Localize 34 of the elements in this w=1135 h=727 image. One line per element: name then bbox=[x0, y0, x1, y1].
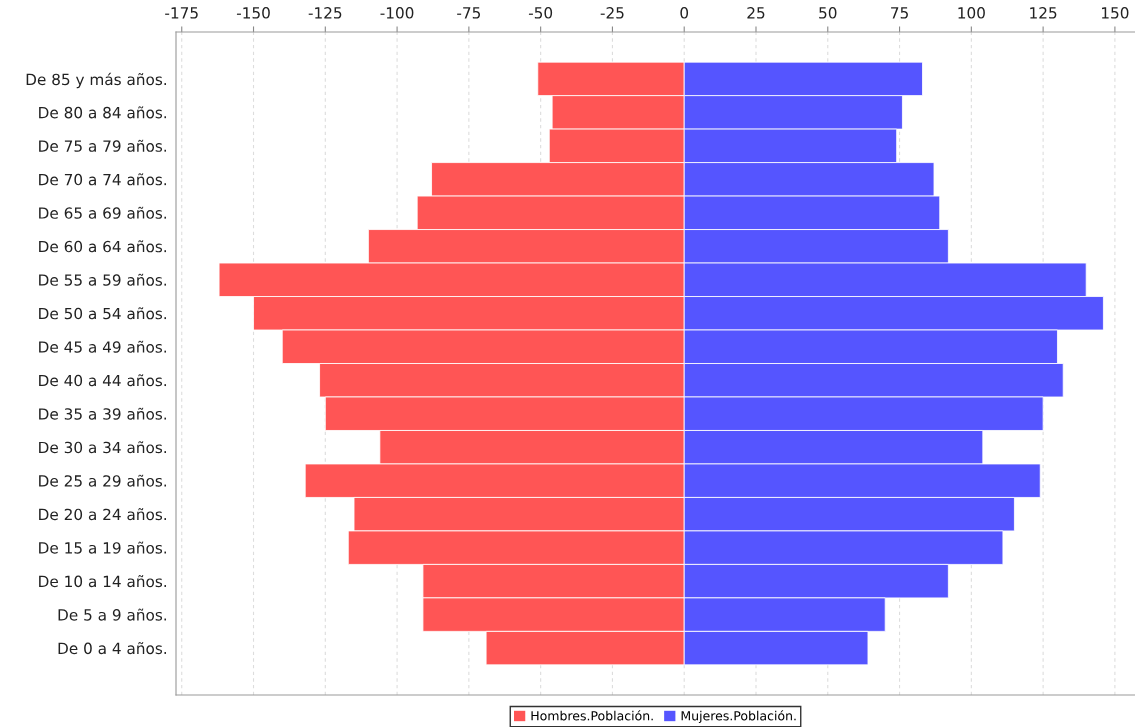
x-tick-label: 150 bbox=[1102, 7, 1129, 19]
x-tick-label: -125 bbox=[308, 7, 342, 19]
x-tick-label: 125 bbox=[1030, 7, 1057, 19]
y-tick-label: De 60 a 64 años. bbox=[39, 240, 167, 253]
x-tick-label: 25 bbox=[747, 7, 765, 19]
y-tick-label: De 30 a 34 años. bbox=[39, 441, 167, 454]
x-tick-label: 100 bbox=[958, 7, 985, 19]
x-tick-label: -150 bbox=[236, 7, 270, 19]
legend-label: Hombres.Población. bbox=[531, 710, 653, 721]
y-tick-label: De 70 a 74 años. bbox=[39, 173, 167, 186]
y-tick-label: De 80 a 84 años. bbox=[39, 106, 167, 119]
y-tick-label: De 40 a 44 años. bbox=[39, 374, 167, 387]
x-tick-label: 75 bbox=[891, 7, 908, 19]
y-tick-label: De 15 a 19 años. bbox=[39, 541, 167, 554]
legend-label: Mujeres.Población. bbox=[681, 710, 796, 723]
y-tick-label: De 5 a 9 años. bbox=[58, 608, 167, 621]
y-tick-label: De 20 a 24 años. bbox=[39, 508, 167, 521]
x-tick-label: 0 bbox=[680, 7, 689, 19]
x-tick-label: -75 bbox=[457, 7, 481, 19]
x-tick-label: 50 bbox=[819, 7, 837, 19]
x-tick-label: -25 bbox=[600, 7, 624, 19]
x-tick-label: -50 bbox=[528, 7, 553, 19]
y-tick-label: De 85 y más años. bbox=[26, 72, 167, 89]
y-tick-label: De 55 a 59 años. bbox=[39, 273, 167, 286]
y-tick-label: De 0 a 4 años. bbox=[58, 642, 167, 655]
y-tick-label: De 75 a 79 años. bbox=[39, 139, 167, 152]
y-tick-label: De 45 a 49 años. bbox=[39, 340, 167, 353]
y-tick-label: De 25 a 29 años. bbox=[39, 474, 167, 487]
y-tick-label: De 65 a 69 años. bbox=[39, 206, 167, 219]
y-tick-label: De 50 a 54 años. bbox=[39, 307, 167, 320]
y-tick-label: De 10 a 14 años. bbox=[39, 575, 167, 588]
x-tick-label: -100 bbox=[380, 7, 414, 19]
x-tick-label: -175 bbox=[165, 7, 198, 19]
y-tick-label: De 35 a 39 años. bbox=[39, 407, 167, 420]
